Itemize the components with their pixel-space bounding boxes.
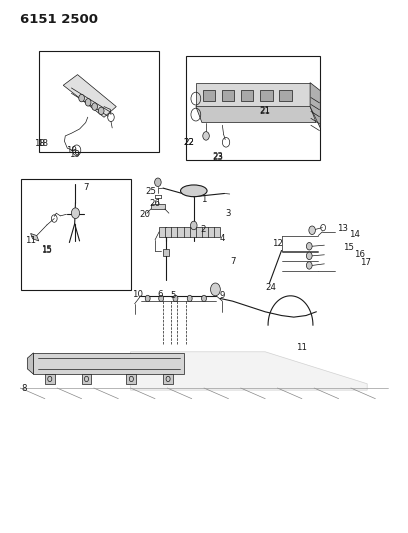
Bar <box>163 249 169 256</box>
Text: 6: 6 <box>157 290 163 298</box>
Circle shape <box>306 262 312 269</box>
Circle shape <box>98 107 104 115</box>
Text: 17: 17 <box>360 258 370 266</box>
Circle shape <box>79 94 84 102</box>
Polygon shape <box>159 227 220 237</box>
Text: 24: 24 <box>266 284 277 292</box>
Circle shape <box>309 226 315 235</box>
Text: 7: 7 <box>84 183 89 192</box>
Text: 15: 15 <box>42 245 52 254</box>
Bar <box>82 374 91 384</box>
Text: 12: 12 <box>272 239 283 248</box>
Bar <box>39 51 159 152</box>
Polygon shape <box>310 83 320 128</box>
Text: 5: 5 <box>171 292 176 300</box>
Circle shape <box>187 295 192 302</box>
Circle shape <box>191 221 197 230</box>
Bar <box>126 374 136 384</box>
Circle shape <box>92 103 98 110</box>
Text: 14: 14 <box>349 230 359 239</box>
Text: 19: 19 <box>69 150 80 159</box>
Polygon shape <box>63 75 116 117</box>
Text: 23: 23 <box>213 153 224 161</box>
Bar <box>186 56 320 160</box>
Circle shape <box>145 295 150 302</box>
Text: 16: 16 <box>354 251 364 259</box>
Text: 15: 15 <box>42 246 52 255</box>
Bar <box>45 374 55 384</box>
Bar <box>222 90 234 101</box>
Text: 18: 18 <box>35 140 45 148</box>
Text: 22: 22 <box>183 138 194 147</box>
Circle shape <box>155 178 161 187</box>
Text: 15: 15 <box>344 244 354 252</box>
Text: 21: 21 <box>259 108 270 116</box>
Text: 8: 8 <box>22 384 27 392</box>
Circle shape <box>71 208 80 219</box>
Circle shape <box>203 132 209 140</box>
Text: 25: 25 <box>146 188 156 196</box>
Bar <box>163 374 173 384</box>
Text: 11: 11 <box>297 343 307 352</box>
Circle shape <box>306 252 312 260</box>
Bar <box>279 90 292 101</box>
Ellipse shape <box>180 185 207 197</box>
Polygon shape <box>196 107 316 123</box>
Text: 2: 2 <box>200 225 206 233</box>
Text: 7: 7 <box>230 257 235 265</box>
Text: 13: 13 <box>337 224 348 232</box>
Text: 22: 22 <box>183 138 194 147</box>
Bar <box>21 179 131 290</box>
Bar <box>203 90 215 101</box>
Text: 1: 1 <box>201 196 207 204</box>
Polygon shape <box>131 352 367 390</box>
Text: 18: 18 <box>37 140 47 148</box>
Circle shape <box>211 283 220 296</box>
Text: 20: 20 <box>140 210 150 219</box>
Text: 3: 3 <box>226 209 231 217</box>
Polygon shape <box>196 83 310 107</box>
Circle shape <box>85 99 91 106</box>
Polygon shape <box>31 233 39 241</box>
Text: 23: 23 <box>213 152 224 161</box>
Text: 10: 10 <box>132 290 143 298</box>
Circle shape <box>202 295 206 302</box>
Text: 11: 11 <box>25 237 36 245</box>
Circle shape <box>173 295 178 302</box>
Polygon shape <box>33 353 184 374</box>
Bar <box>260 90 273 101</box>
Polygon shape <box>151 204 165 209</box>
Text: 6151 2500: 6151 2500 <box>20 13 98 26</box>
Text: 21: 21 <box>259 107 270 115</box>
Text: 4: 4 <box>220 235 225 243</box>
Circle shape <box>159 295 164 302</box>
Text: 26: 26 <box>150 199 160 208</box>
Circle shape <box>306 243 312 250</box>
Text: 9: 9 <box>220 292 225 300</box>
Bar <box>241 90 253 101</box>
Polygon shape <box>27 353 33 374</box>
Text: 19: 19 <box>66 146 77 155</box>
